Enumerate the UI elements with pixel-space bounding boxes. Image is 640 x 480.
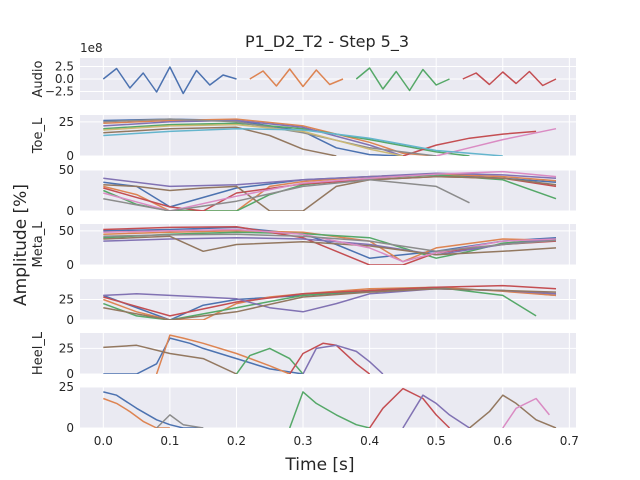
y-axis-label: Amplitude [%] — [11, 184, 31, 306]
y-tick-label: 50 — [59, 224, 74, 238]
series-line-7 — [103, 228, 557, 263]
series-line-6 — [103, 126, 337, 156]
y-tick-label: 25 — [59, 341, 74, 355]
series-line-8 — [103, 179, 470, 211]
series-line-6 — [103, 288, 557, 320]
series-group — [103, 225, 557, 265]
plot-background — [80, 333, 576, 374]
series-line-3 — [103, 286, 537, 320]
panel-y-label: Audio — [31, 60, 46, 97]
y-tick-label: 25 — [59, 115, 74, 129]
subplot-2: 0 25 Toe_L — [31, 115, 576, 163]
series-line-6 — [469, 394, 557, 428]
series-group — [103, 387, 557, 428]
series-line-7 — [502, 397, 550, 428]
series-line-9 — [103, 123, 404, 156]
series-line-1 — [103, 391, 204, 428]
series-line-4 — [289, 342, 371, 374]
series-group — [102, 66, 557, 95]
series-line-2 — [103, 173, 557, 211]
series-line-6 — [103, 235, 557, 256]
series-group — [103, 118, 557, 156]
series-group — [103, 334, 384, 374]
y-tick-label: 0 — [66, 367, 74, 381]
panel-y-label: Toe_L — [31, 117, 46, 154]
series-line-3 — [235, 347, 304, 374]
series-line-8 — [103, 233, 557, 253]
subplot-7: 0 25 0.0 0.1 0.2 0.3 0.4 0.5 0.6 0.7 — [59, 380, 579, 448]
y-tick-label: 0 — [66, 313, 74, 327]
series-line-3 — [103, 122, 470, 156]
series-line-4 — [462, 70, 557, 87]
subplot-4: 0 50 Meta_L — [31, 221, 576, 272]
series-line-5 — [302, 344, 384, 374]
y-tick-label: 50 — [59, 163, 74, 177]
series-line-7 — [103, 170, 557, 211]
subplot-6: 0 25 Heel_L — [31, 331, 576, 381]
y-tick-label: 0 — [66, 258, 74, 272]
x-tick-label: 0.0 — [94, 434, 113, 448]
x-tick-label: 0.1 — [160, 434, 179, 448]
subplot-5: 025 — [59, 279, 576, 327]
x-axis-label: Time [s] — [284, 455, 354, 475]
series-line-3 — [288, 391, 370, 428]
series-line-8 — [156, 414, 204, 428]
plot-background — [80, 387, 576, 428]
x-tick-label: 0.3 — [293, 434, 312, 448]
series-line-4 — [368, 387, 451, 428]
subplot-3: 0 50 — [59, 163, 576, 218]
series-line-7 — [436, 127, 557, 156]
series-line-3 — [355, 67, 450, 92]
y-tick-label: 0.0 — [55, 72, 74, 86]
y-tick-label: 0 — [66, 149, 74, 163]
series-group — [103, 170, 557, 211]
y-tick-label: 0 — [66, 421, 74, 435]
series-line-2 — [249, 68, 344, 88]
y-tick-label: 2.5 — [55, 60, 74, 74]
series-line-1 — [103, 337, 304, 374]
panel-y-label: Heel_L — [31, 331, 46, 375]
y-tick-label: 25 — [59, 293, 74, 307]
x-tick-label: 0.2 — [227, 434, 246, 448]
offset-label: 1e8 — [80, 41, 103, 55]
series-line-1 — [102, 66, 237, 95]
y-tick-label: 25 — [59, 380, 74, 394]
series-line-5 — [103, 119, 404, 156]
series-group — [103, 284, 557, 320]
y-tick-label: 0 — [66, 204, 74, 218]
series-line-6 — [103, 175, 557, 211]
series-line-2 — [155, 334, 290, 374]
series-line-2 — [103, 118, 437, 156]
series-line-5 — [402, 394, 470, 428]
series-line-2 — [103, 397, 170, 428]
x-tick-label: 0.4 — [360, 434, 379, 448]
series-line-6 — [103, 344, 237, 374]
chart-title: P1_D2_T2 - Step 5_3 — [245, 32, 409, 52]
series-line-4 — [103, 284, 557, 317]
series-line-10 — [103, 127, 503, 156]
x-tick-label: 0.6 — [493, 434, 512, 448]
y-tick-label: −2.5 — [45, 85, 74, 99]
x-tick-label: 0.5 — [427, 434, 446, 448]
x-tick-label: 0.7 — [560, 434, 579, 448]
subplots: 2.50.0−2.5Audio1e8025Toe_L050050Meta_L02… — [31, 41, 579, 448]
series-line-5 — [103, 172, 557, 188]
panel-y-label: Meta_L — [31, 221, 46, 268]
